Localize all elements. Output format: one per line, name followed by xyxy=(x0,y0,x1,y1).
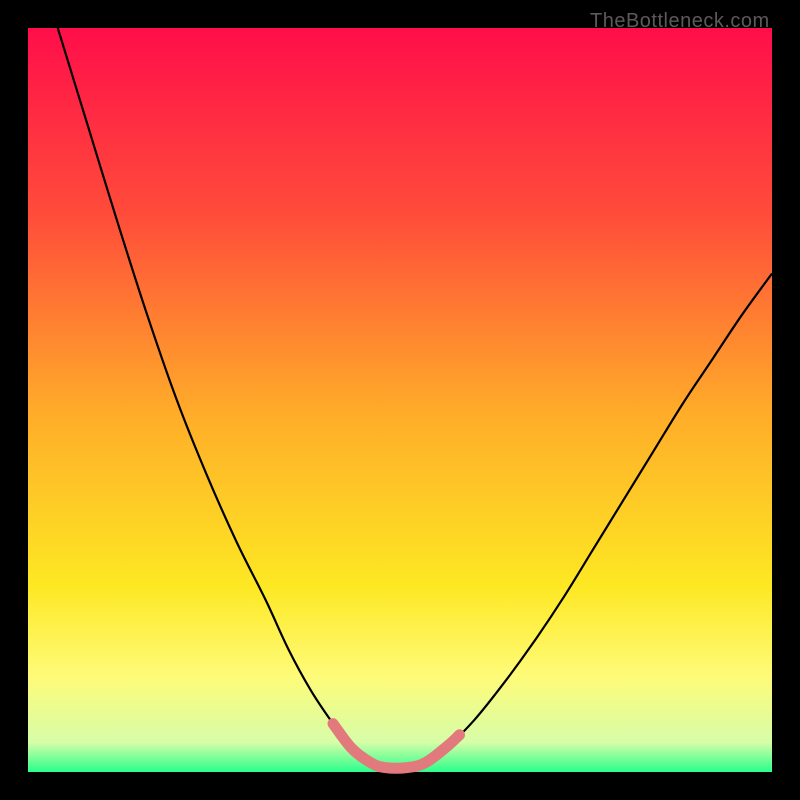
watermark-label: TheBottleneck.com xyxy=(590,10,770,33)
curve-v-curve xyxy=(58,28,772,769)
curve-layer xyxy=(0,0,800,800)
chart-container: TheBottleneck.com xyxy=(0,0,800,800)
curve-highlight-floor xyxy=(333,724,459,769)
